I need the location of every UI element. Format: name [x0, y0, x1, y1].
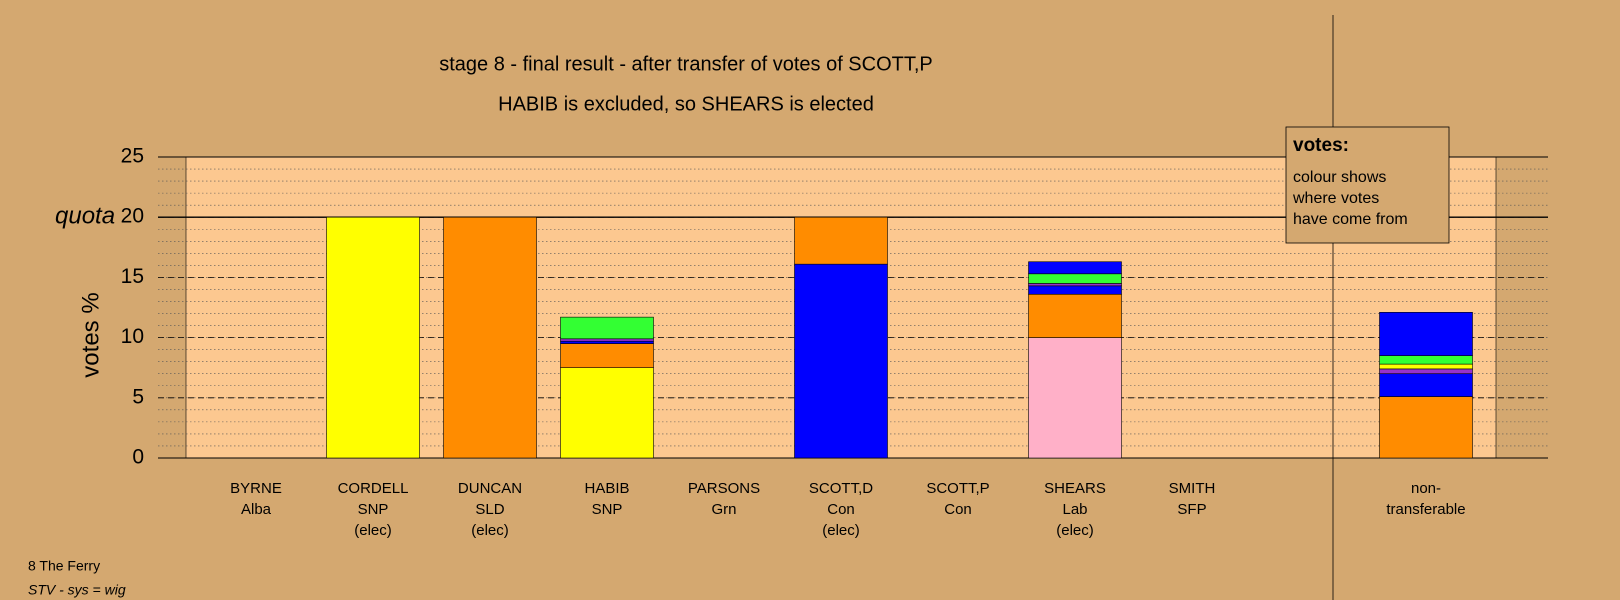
x-tick-label: BYRNE [230, 480, 282, 497]
x-tick-label: CORDELL [338, 480, 409, 497]
bar-segment [1379, 396, 1473, 459]
x-tick-label: Con [827, 501, 855, 518]
x-tick-label: Con [944, 501, 972, 518]
y-tick-label: 5 [132, 385, 144, 408]
y-tick-label: 25 [121, 145, 144, 168]
chart-title: stage 8 - final result - after transfer … [439, 53, 933, 75]
x-tick-label: SMITH [1169, 480, 1216, 497]
x-tick-label: SNP [592, 501, 623, 518]
x-tick-label: SCOTT,P [926, 480, 989, 497]
bar-segment [1028, 337, 1122, 459]
legend-text: colour shows [1293, 169, 1386, 186]
x-tick-label: SNP [358, 501, 389, 518]
bar-segment [1028, 293, 1122, 338]
y-tick-label: 20 [121, 205, 144, 228]
legend-text: have come from [1293, 211, 1408, 228]
bar-segment [1379, 373, 1473, 397]
bar-segment [326, 216, 420, 459]
legend-box [1285, 126, 1450, 244]
x-tick-label: SHEARS [1044, 480, 1106, 497]
y-axis-label: votes % [77, 292, 104, 377]
x-tick-label: (elec) [471, 522, 509, 539]
bar-segment [1028, 261, 1122, 275]
x-tick-label: DUNCAN [458, 480, 522, 497]
x-tick-label: (elec) [822, 522, 860, 539]
bar-segment [1028, 283, 1122, 287]
footer-system: STV - sys = wig [28, 582, 126, 598]
bar-segment [443, 216, 537, 459]
chart-subtitle: HABIB is excluded, so SHEARS is elected [498, 93, 874, 115]
bar-segment [1379, 355, 1473, 365]
x-tick-label: SCOTT,D [809, 480, 873, 497]
bar-segment [560, 340, 654, 344]
y-tick-label: 10 [121, 325, 144, 348]
y-tick-label: 0 [132, 446, 144, 469]
bar-segment [794, 263, 888, 459]
bar-segment [1028, 273, 1122, 284]
bar-segment [1028, 285, 1122, 295]
x-tick-label: Lab [1062, 501, 1087, 518]
legend-text: where votes [1292, 190, 1379, 207]
x-tick-label: Alba [241, 501, 272, 518]
bar-segment [1379, 363, 1473, 370]
x-tick-label: SLD [475, 501, 504, 518]
x-tick-label: HABIB [584, 480, 629, 497]
x-tick-label: SFP [1177, 501, 1206, 518]
bar-segment [1379, 368, 1473, 375]
bar-segment [794, 216, 888, 265]
quota-label: quota [55, 203, 115, 230]
x-tick-label: (elec) [1056, 522, 1094, 539]
bar-segment [1379, 312, 1473, 356]
bar-segment [560, 316, 654, 340]
bar-segment [560, 367, 654, 459]
bar-segment [560, 343, 654, 368]
x-tick-label: Grn [711, 501, 736, 518]
x-tick-label: transferable [1386, 501, 1465, 518]
y-tick-label: 15 [121, 265, 144, 288]
legend-title: votes: [1293, 135, 1349, 156]
x-tick-label: (elec) [354, 522, 392, 539]
bar-segment [560, 338, 654, 342]
x-tick-label: non- [1411, 480, 1441, 497]
x-tick-label: PARSONS [688, 480, 760, 497]
footer-place: 8 The Ferry [28, 558, 100, 574]
